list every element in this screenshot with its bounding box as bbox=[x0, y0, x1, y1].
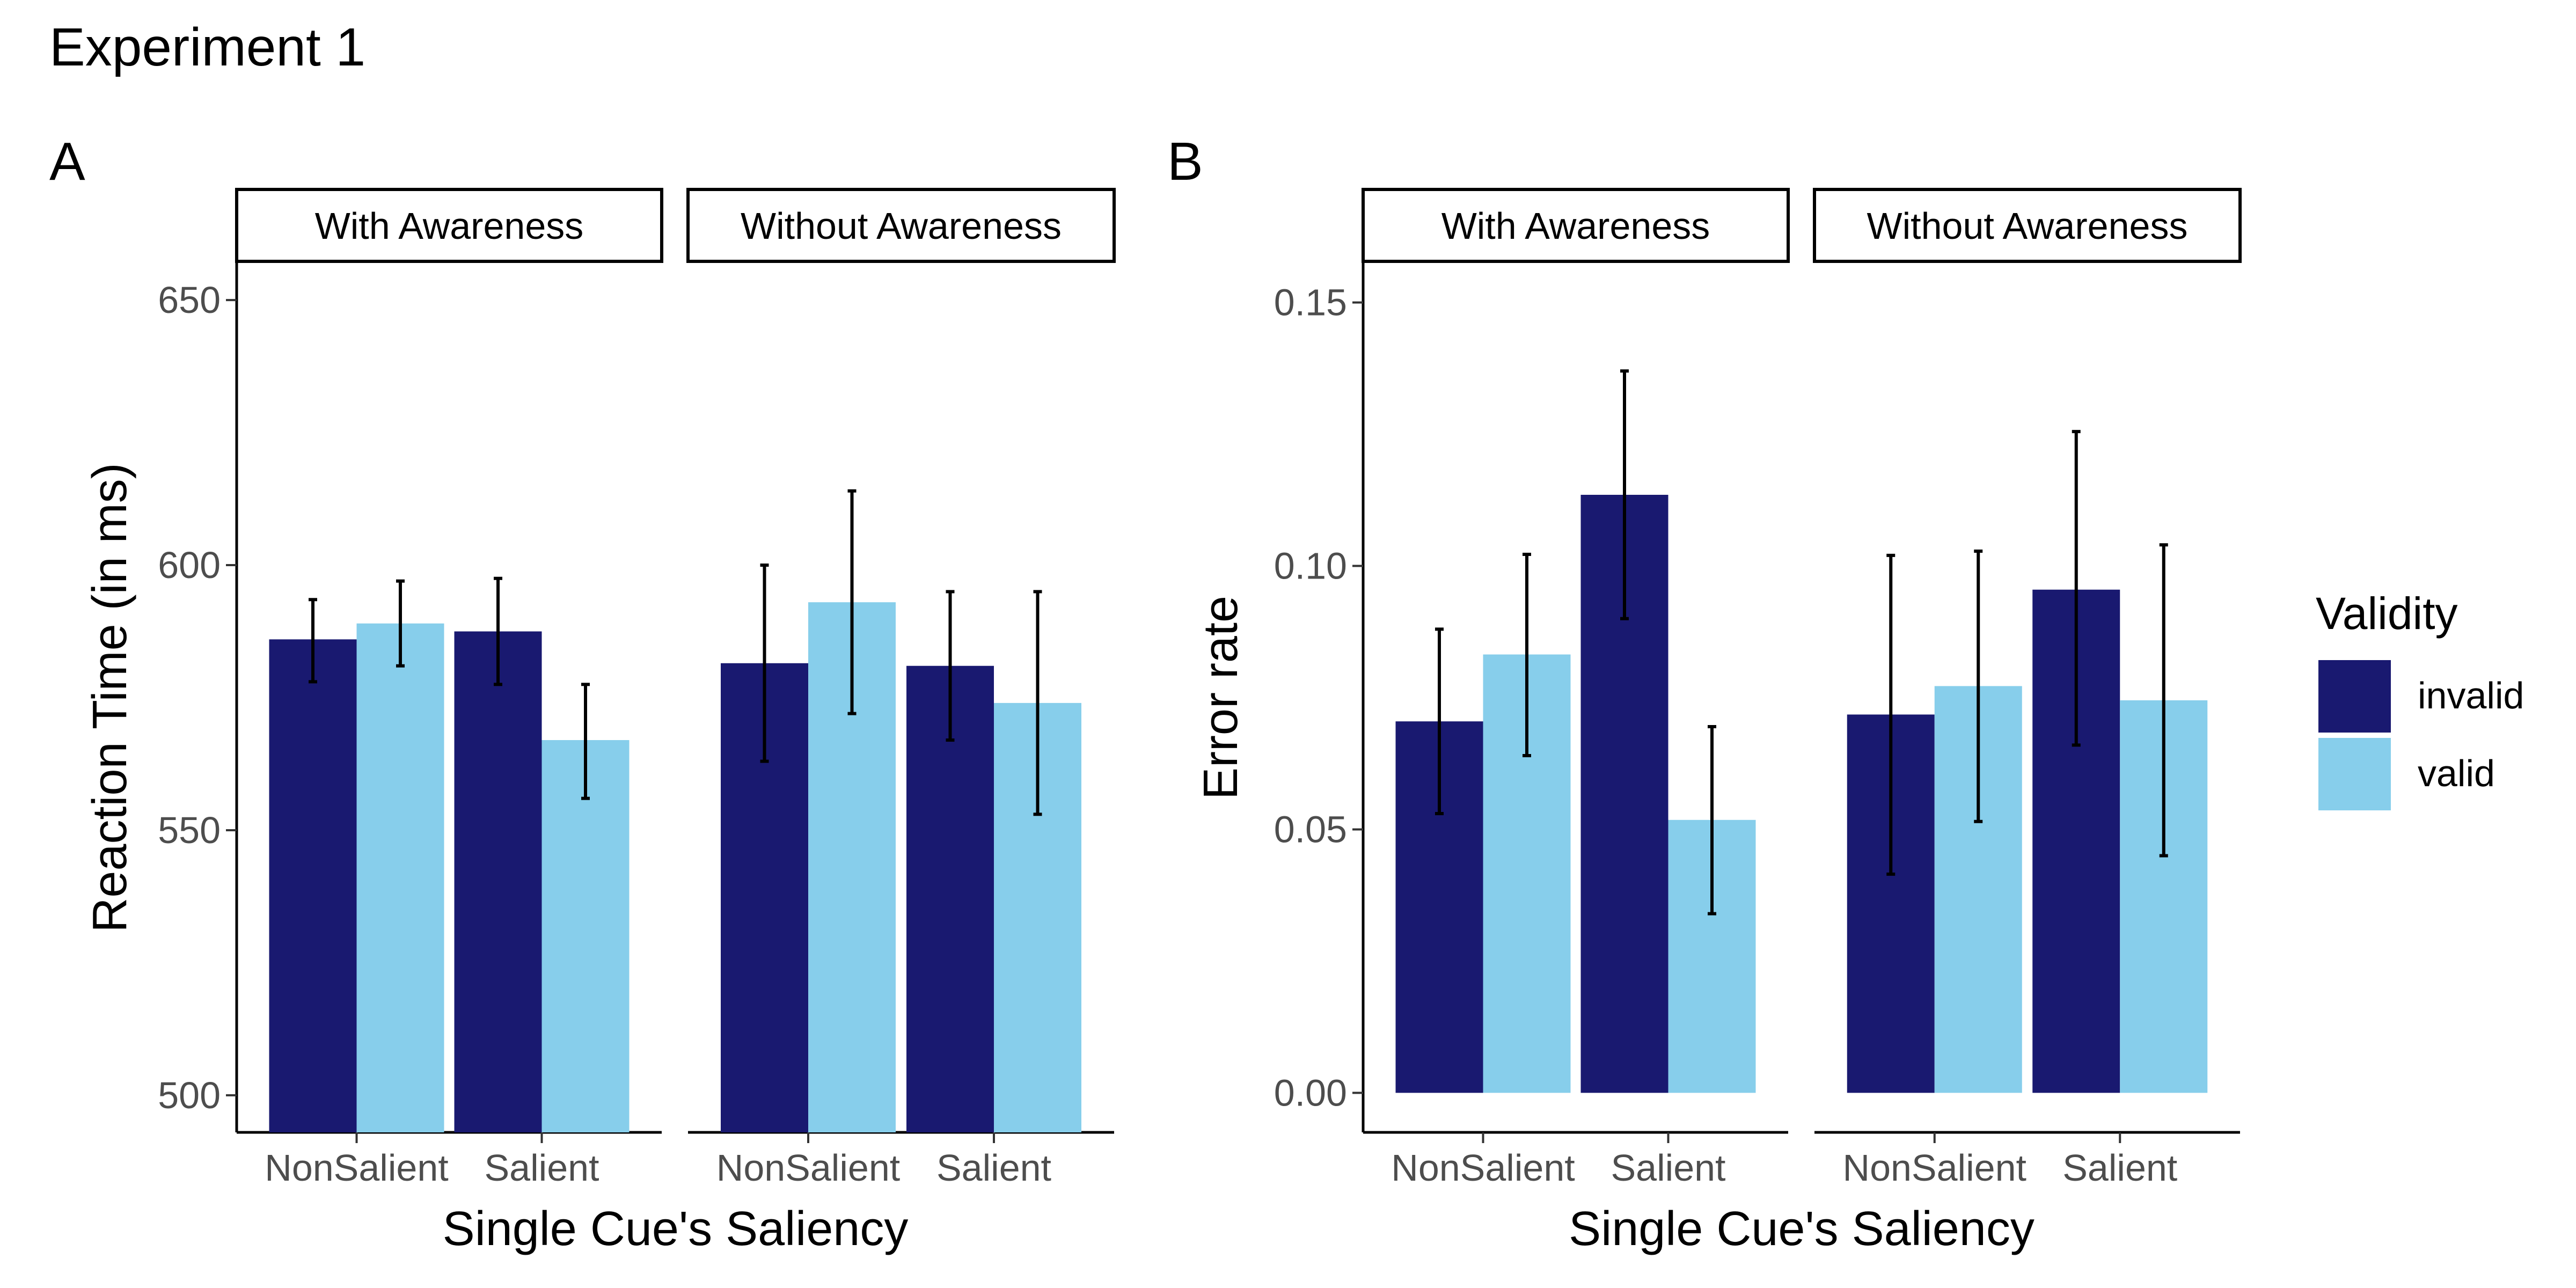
x-tick-label: Salient bbox=[484, 1147, 599, 1189]
bar-invalid bbox=[906, 665, 994, 1132]
x-tick-label: NonSalient bbox=[265, 1147, 448, 1189]
panel-b: B 0.00 0.05 0.10 0.15 Error rate With Awarenes… bbox=[1167, 131, 2242, 1256]
y-tick-label: 0.00 bbox=[1274, 1072, 1347, 1114]
x-tick-label: Salient bbox=[1611, 1147, 1725, 1189]
x-axis-title: Single Cue's Saliency bbox=[1569, 1202, 2035, 1256]
y-tick-label: 0.15 bbox=[1274, 282, 1347, 324]
legend: Validity invalid valid bbox=[2316, 588, 2524, 810]
figure-title: Experiment 1 bbox=[49, 17, 365, 77]
facet-with-awareness: With Awareness NonSalient Salient bbox=[235, 188, 663, 1189]
bar-valid bbox=[356, 623, 444, 1132]
x-axis-title: Single Cue's Saliency bbox=[443, 1202, 909, 1256]
panels: A 500 550 600 650 Reaction Time (in ms) With A… bbox=[49, 131, 2242, 1256]
facet-strip bbox=[1813, 188, 2242, 263]
legend-swatch-valid bbox=[2318, 738, 2391, 810]
facet-without-awareness: Without Awareness NonSalient Salient bbox=[686, 188, 1116, 1189]
legend-swatch-invalid bbox=[2318, 660, 2391, 733]
facet-strip-label: Without Awareness bbox=[741, 205, 1062, 247]
bar-invalid bbox=[454, 631, 542, 1132]
panel-tag: B bbox=[1167, 131, 1203, 192]
y-tick-label: 650 bbox=[158, 279, 221, 321]
y-axis-title: Reaction Time (in ms) bbox=[83, 463, 137, 932]
y-tick-label: 500 bbox=[158, 1074, 221, 1116]
y-tick-label: 550 bbox=[158, 809, 221, 851]
x-tick-label: NonSalient bbox=[1843, 1147, 2026, 1189]
y-tick-label: 0.05 bbox=[1274, 808, 1347, 850]
x-tick-label: NonSalient bbox=[716, 1147, 900, 1189]
facet-strip bbox=[686, 188, 1116, 263]
facet-with-awareness: With Awareness NonSalient Salient bbox=[1362, 188, 1790, 1189]
y-axis-title: Error rate bbox=[1194, 596, 1248, 800]
y-tick-label: 600 bbox=[158, 544, 221, 586]
legend-title: Validity bbox=[2316, 588, 2458, 639]
x-tick-label: Salient bbox=[2062, 1147, 2177, 1189]
facet-strip bbox=[1362, 188, 1790, 263]
x-tick-label: Salient bbox=[936, 1147, 1051, 1189]
panel-a: A 500 550 600 650 Reaction Time (in ms) With A… bbox=[49, 131, 1116, 1256]
y-tick-label: 0.10 bbox=[1274, 545, 1347, 587]
legend-label-invalid: invalid bbox=[2418, 675, 2524, 716]
facet-strip-label: With Awareness bbox=[1441, 205, 1710, 247]
facet-strip bbox=[235, 188, 663, 263]
legend-label-valid: valid bbox=[2418, 752, 2495, 794]
bar-valid bbox=[541, 740, 630, 1132]
facet-without-awareness: Without Awareness NonSalient Salient bbox=[1813, 188, 2242, 1189]
facet-strip-label: Without Awareness bbox=[1867, 205, 2188, 247]
x-tick-label: NonSalient bbox=[1391, 1147, 1575, 1189]
bar-invalid bbox=[269, 639, 357, 1132]
panel-tag: A bbox=[49, 131, 85, 192]
facet-strip-label: With Awareness bbox=[315, 205, 584, 247]
